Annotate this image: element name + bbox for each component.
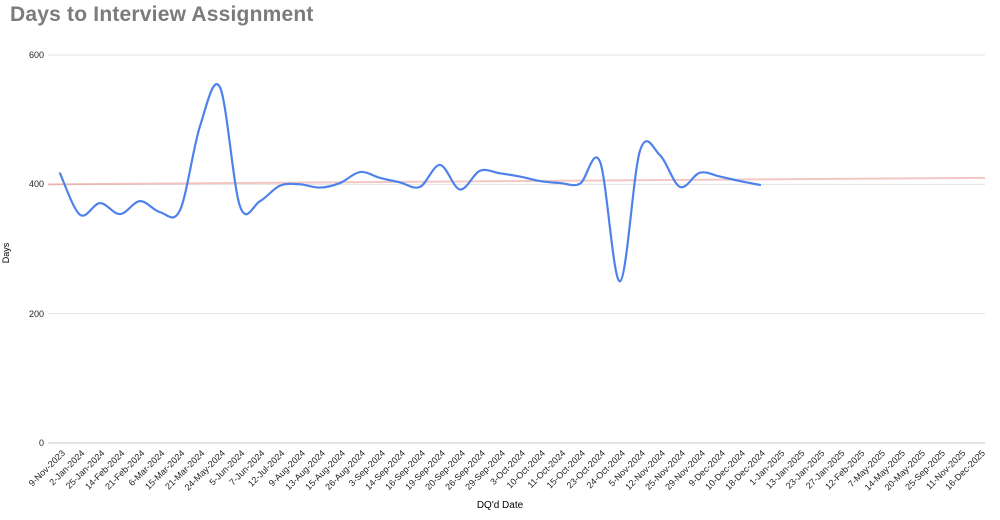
page-title: Days to Interview Assignment [10, 3, 314, 26]
days-line [58, 83, 762, 283]
y-axis-title: Days [1, 242, 11, 264]
trend-line [47, 176, 986, 186]
y-tick-label: 0 [38, 438, 44, 448]
y-tick-label: 200 [28, 308, 44, 319]
y-tick-label: 600 [28, 50, 44, 60]
x-axis-title: DQ'd Date [476, 500, 524, 511]
y-tick-label: 400 [28, 179, 44, 190]
